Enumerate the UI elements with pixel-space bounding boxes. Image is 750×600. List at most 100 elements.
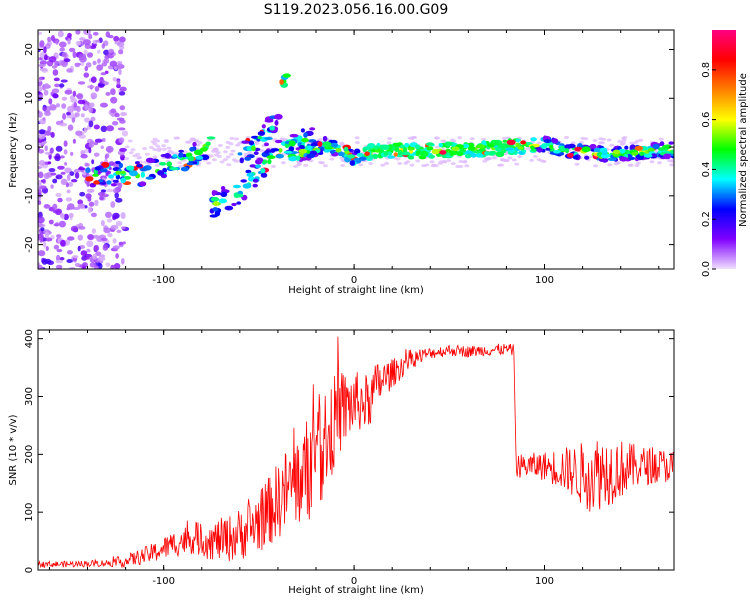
- heatmap-ridge-blob: [358, 156, 367, 161]
- heatmap-ridge-blob: [647, 148, 655, 152]
- heatmap-ridge-blob: [545, 147, 551, 151]
- heatmap-noise-blob: [43, 172, 50, 180]
- heatmap-ridge-blob: [530, 145, 535, 150]
- heatmap-haze-blob: [607, 163, 613, 167]
- heatmap-noise-blob: [38, 234, 41, 241]
- heatmap-noise-blob: [70, 225, 78, 232]
- heatmap-haze-blob: [415, 159, 421, 163]
- heatmap-noise-blob: [77, 167, 86, 171]
- heatmap-haze-blob: [128, 151, 134, 155]
- heatmap-ridge-blob: [266, 155, 276, 160]
- heatmap-noise-blob: [56, 234, 62, 239]
- heatmap-haze-blob: [457, 136, 463, 140]
- heatmap-ridge-blob: [346, 154, 356, 159]
- heatmap-haze-blob: [621, 140, 626, 144]
- heatmap-noise-blob: [97, 58, 101, 64]
- heatmap-noise-blob: [72, 255, 79, 259]
- heatmap-ridge-blob: [618, 148, 626, 154]
- heatmap-noise-blob: [100, 237, 108, 242]
- heatmap-ridge-blob: [481, 140, 487, 146]
- heatmap-noise-blob: [64, 89, 73, 95]
- heatmap-noise-blob: [121, 130, 129, 137]
- heatmap-haze-blob: [148, 145, 154, 149]
- heatmap-ridge-blob: [298, 152, 305, 158]
- heatmap-noise-blob: [87, 234, 94, 240]
- heatmap-haze-blob: [142, 147, 148, 151]
- heatmap-noise-blob: [54, 155, 61, 162]
- heatmap-ridge-blob: [317, 141, 323, 147]
- heatmap-haze-blob: [223, 150, 228, 154]
- heatmap-noise-blob: [60, 239, 66, 247]
- heatmap-noise-blob: [67, 124, 74, 131]
- heatmap-noise-blob: [58, 41, 67, 48]
- heatmap-noise-blob: [41, 258, 48, 265]
- heatmap-haze-blob: [280, 161, 286, 165]
- heatmap-ridge-blob: [593, 147, 601, 153]
- heatmap-noise-blob: [101, 43, 106, 49]
- heatmap-noise-blob: [90, 212, 97, 218]
- heatmap-haze-blob: [424, 163, 430, 167]
- heatmap-ridge-blob: [459, 148, 466, 153]
- heatmap-ridge-blob: [251, 145, 256, 152]
- heatmap-ridge-blob: [172, 154, 178, 158]
- heatmap-haze-blob: [514, 162, 520, 166]
- heatmap-haze-blob: [130, 148, 136, 152]
- heatmap-noise-blob: [55, 264, 63, 269]
- heatmap-noise-blob: [87, 206, 92, 214]
- heatmap-noise-blob: [119, 105, 126, 111]
- heatmap-haze-blob: [464, 164, 470, 168]
- heatmap-noise-blob: [107, 218, 113, 223]
- heatmap-noise-blob: [86, 248, 91, 253]
- heatmap-ridge-blob: [267, 159, 272, 165]
- heatmap-noise-blob: [103, 58, 110, 64]
- heatmap-ridge-blob: [136, 164, 143, 168]
- heatmap-ridge-blob: [303, 132, 308, 138]
- heatmap-noise-blob: [71, 117, 76, 123]
- heatmap-noise-blob: [84, 65, 89, 72]
- heatmap-noise-blob: [80, 153, 88, 159]
- heatmap-noise-blob: [83, 149, 89, 154]
- heatmap-noise-blob: [79, 191, 86, 197]
- heatmap-noise-blob: [107, 232, 113, 238]
- heatmap-noise-blob: [83, 49, 88, 56]
- heatmap-noise-blob: [87, 85, 95, 89]
- heatmap-haze-blob: [384, 161, 390, 165]
- heatmap-noise-blob: [53, 244, 60, 250]
- heatmap-ridge-blob: [295, 147, 301, 151]
- heatmap-ridge-blob: [298, 148, 308, 154]
- heatmap-ridge-blob: [264, 142, 269, 147]
- heatmap-haze-blob: [592, 139, 598, 142]
- heatmap-haze-blob: [219, 160, 225, 164]
- heatmap-noise-blob: [115, 253, 119, 259]
- heatmap-haze-blob: [499, 163, 505, 167]
- heatmap-noise-blob: [77, 81, 86, 85]
- heatmap-ridge-blob: [274, 113, 283, 120]
- heatmap-haze-blob: [583, 137, 589, 141]
- heatmap-noise-blob: [110, 108, 117, 114]
- heatmap-ridge-blob: [559, 152, 565, 156]
- snr-x-ticks: -100 0 100: [48, 330, 660, 587]
- heatmap-ridge-blob: [236, 201, 242, 205]
- heatmap-noise-blob: [60, 212, 64, 219]
- heatmap-ridge-blob: [271, 148, 280, 152]
- heatmap-haze-blob: [124, 157, 130, 161]
- heatmap-noise-blob: [55, 145, 63, 152]
- heatmap-ridge-blob: [380, 144, 390, 151]
- heatmap-ridge-blob: [566, 153, 575, 158]
- heatmap-noise-blob: [84, 163, 90, 167]
- heatmap-ridge-blob: [657, 147, 666, 151]
- heatmap-ridge-blob: [354, 148, 361, 155]
- heatmap-ridge-blob: [210, 196, 220, 202]
- heatmap-haze-blob: [320, 161, 325, 165]
- heatmap-haze-blob: [161, 147, 167, 151]
- heatmap-noise-blob: [38, 250, 46, 257]
- heatmap-haze-blob: [368, 162, 374, 165]
- heatmap-noise-blob: [63, 58, 71, 63]
- heatmap-ridge-blob: [505, 147, 514, 151]
- heatmap-noise-blob: [92, 60, 97, 66]
- heatmap-noise-blob: [84, 256, 90, 260]
- heatmap-noise-blob: [52, 69, 59, 76]
- heatmap-haze-blob: [230, 149, 236, 153]
- heatmap-noise-blob: [86, 240, 94, 248]
- heatmap-noise-blob: [118, 241, 124, 246]
